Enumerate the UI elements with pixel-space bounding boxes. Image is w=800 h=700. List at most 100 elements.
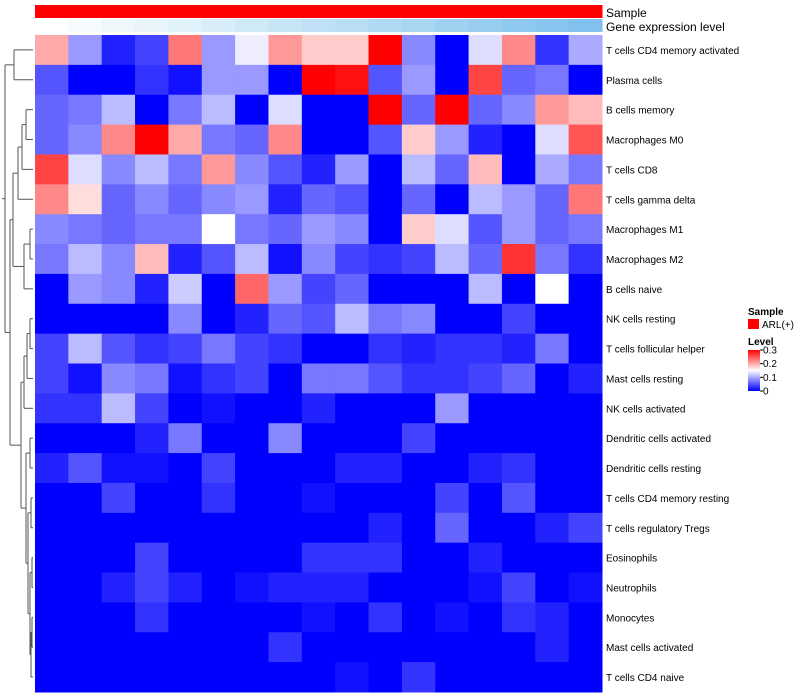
heatmap-cell: [168, 512, 203, 544]
heatmap-cell: [568, 64, 603, 96]
heatmap-cell: [368, 453, 403, 484]
heatmap-cell: [501, 64, 536, 96]
sample-annotation-cell: [35, 5, 69, 18]
heatmap-cell: [301, 542, 336, 574]
heatmap-cell: [135, 662, 169, 693]
sample-annotation-cell: [68, 5, 103, 18]
heatmap-cell: [501, 542, 536, 574]
heatmap-cell: [168, 244, 203, 275]
heatmap-cell: [35, 273, 69, 305]
heatmap-cell: [368, 154, 403, 185]
heatmap-cell: [201, 184, 236, 215]
heatmap-cell: [35, 154, 69, 185]
heatmap-cell: [368, 423, 403, 454]
heatmap-cell: [535, 542, 570, 574]
heatmap-cell: [335, 273, 370, 305]
heatmap-cell: [468, 35, 503, 66]
legend-level-title: Level: [748, 337, 774, 348]
heatmap-cell: [468, 423, 503, 454]
row-label: Mast cells activated: [606, 643, 693, 654]
heatmap-cell: [301, 632, 336, 663]
heatmap-cell: [568, 453, 603, 484]
heatmap-cell: [401, 303, 436, 335]
heatmap-cell: [268, 363, 303, 394]
heatmap-cell: [201, 393, 236, 424]
heatmap-cell: [468, 572, 503, 603]
sample-annotation-cell: [101, 5, 136, 18]
expression-annotation-cell: [401, 19, 436, 32]
heatmap-cell: [101, 602, 136, 633]
heatmap-cell: [435, 482, 470, 514]
heatmap-cell: [168, 333, 203, 364]
heatmap-cell: [301, 124, 336, 155]
heatmap-cell: [568, 94, 603, 126]
heatmap-cell: [135, 453, 169, 484]
heatmap-cell: [101, 482, 136, 514]
expression-annotation-cell: [168, 19, 203, 32]
heatmap-cell: [501, 512, 536, 544]
heatmap-cell: [401, 214, 436, 245]
row-label: Macrophages M2: [606, 255, 684, 266]
heatmap-cell: [401, 333, 436, 364]
heatmap-cell: [501, 572, 536, 603]
heatmap-cell: [68, 273, 103, 305]
heatmap-cell: [435, 393, 470, 424]
heatmap-cell: [101, 124, 136, 155]
expression-annotation-cell: [435, 19, 470, 32]
heatmap-cell: [235, 124, 269, 155]
expression-annotation-cell: [568, 19, 603, 32]
heatmap-cell: [235, 482, 269, 514]
heatmap-cell: [101, 154, 136, 185]
heatmap-cell: [168, 572, 203, 603]
heatmap-cell: [368, 662, 403, 693]
heatmap-cell: [535, 333, 570, 364]
heatmap-cell: [335, 124, 370, 155]
expression-annotation-cell: [235, 19, 269, 32]
heatmap-cell: [168, 35, 203, 66]
heatmap-cell: [201, 273, 236, 305]
heatmap-cell: [68, 572, 103, 603]
heatmap-cell: [235, 184, 269, 215]
heatmap-cell: [68, 94, 103, 126]
heatmap-cell: [268, 512, 303, 544]
heatmap-cell: [335, 602, 370, 633]
heatmap-cell: [135, 482, 169, 514]
legend-tick-label: 0.1: [763, 373, 777, 384]
heatmap-cell: [101, 35, 136, 66]
heatmap-cell: [401, 273, 436, 305]
heatmap-cell: [568, 363, 603, 394]
heatmap-cell: [501, 273, 536, 305]
heatmap-cell: [168, 423, 203, 454]
heatmap-cell: [301, 423, 336, 454]
expression-annotation-cell: [35, 19, 69, 32]
heatmap-cell: [268, 453, 303, 484]
expression-annotation-cell: [501, 19, 536, 32]
heatmap-cell: [168, 273, 203, 305]
heatmap-cell: [201, 572, 236, 603]
heatmap-cell: [168, 94, 203, 126]
heatmap-cell: [235, 64, 269, 96]
heatmap-cell: [268, 662, 303, 693]
heatmap-cell: [501, 184, 536, 215]
heatmap-cell: [235, 273, 269, 305]
heatmap-cell: [535, 393, 570, 424]
heatmap-cell: [235, 363, 269, 394]
heatmap-cell: [568, 632, 603, 663]
sample-annotation-cell: [435, 5, 470, 18]
heatmap-cell: [101, 273, 136, 305]
heatmap-cell: [135, 303, 169, 335]
heatmap-cell: [368, 64, 403, 96]
heatmap-cell: [235, 214, 269, 245]
heatmap-cell: [435, 184, 470, 215]
heatmap-cell: [235, 662, 269, 693]
heatmap-cell: [401, 453, 436, 484]
heatmap-cell: [401, 572, 436, 603]
expression-annotation-cell: [301, 19, 336, 32]
heatmap-cell: [468, 184, 503, 215]
row-label: Neutrophils: [606, 583, 657, 594]
heatmap-cell: [368, 602, 403, 633]
heatmap-cell: [135, 94, 169, 126]
heatmap-cell: [501, 602, 536, 633]
row-label: B cells naive: [606, 285, 663, 296]
heatmap-cell: [35, 482, 69, 514]
